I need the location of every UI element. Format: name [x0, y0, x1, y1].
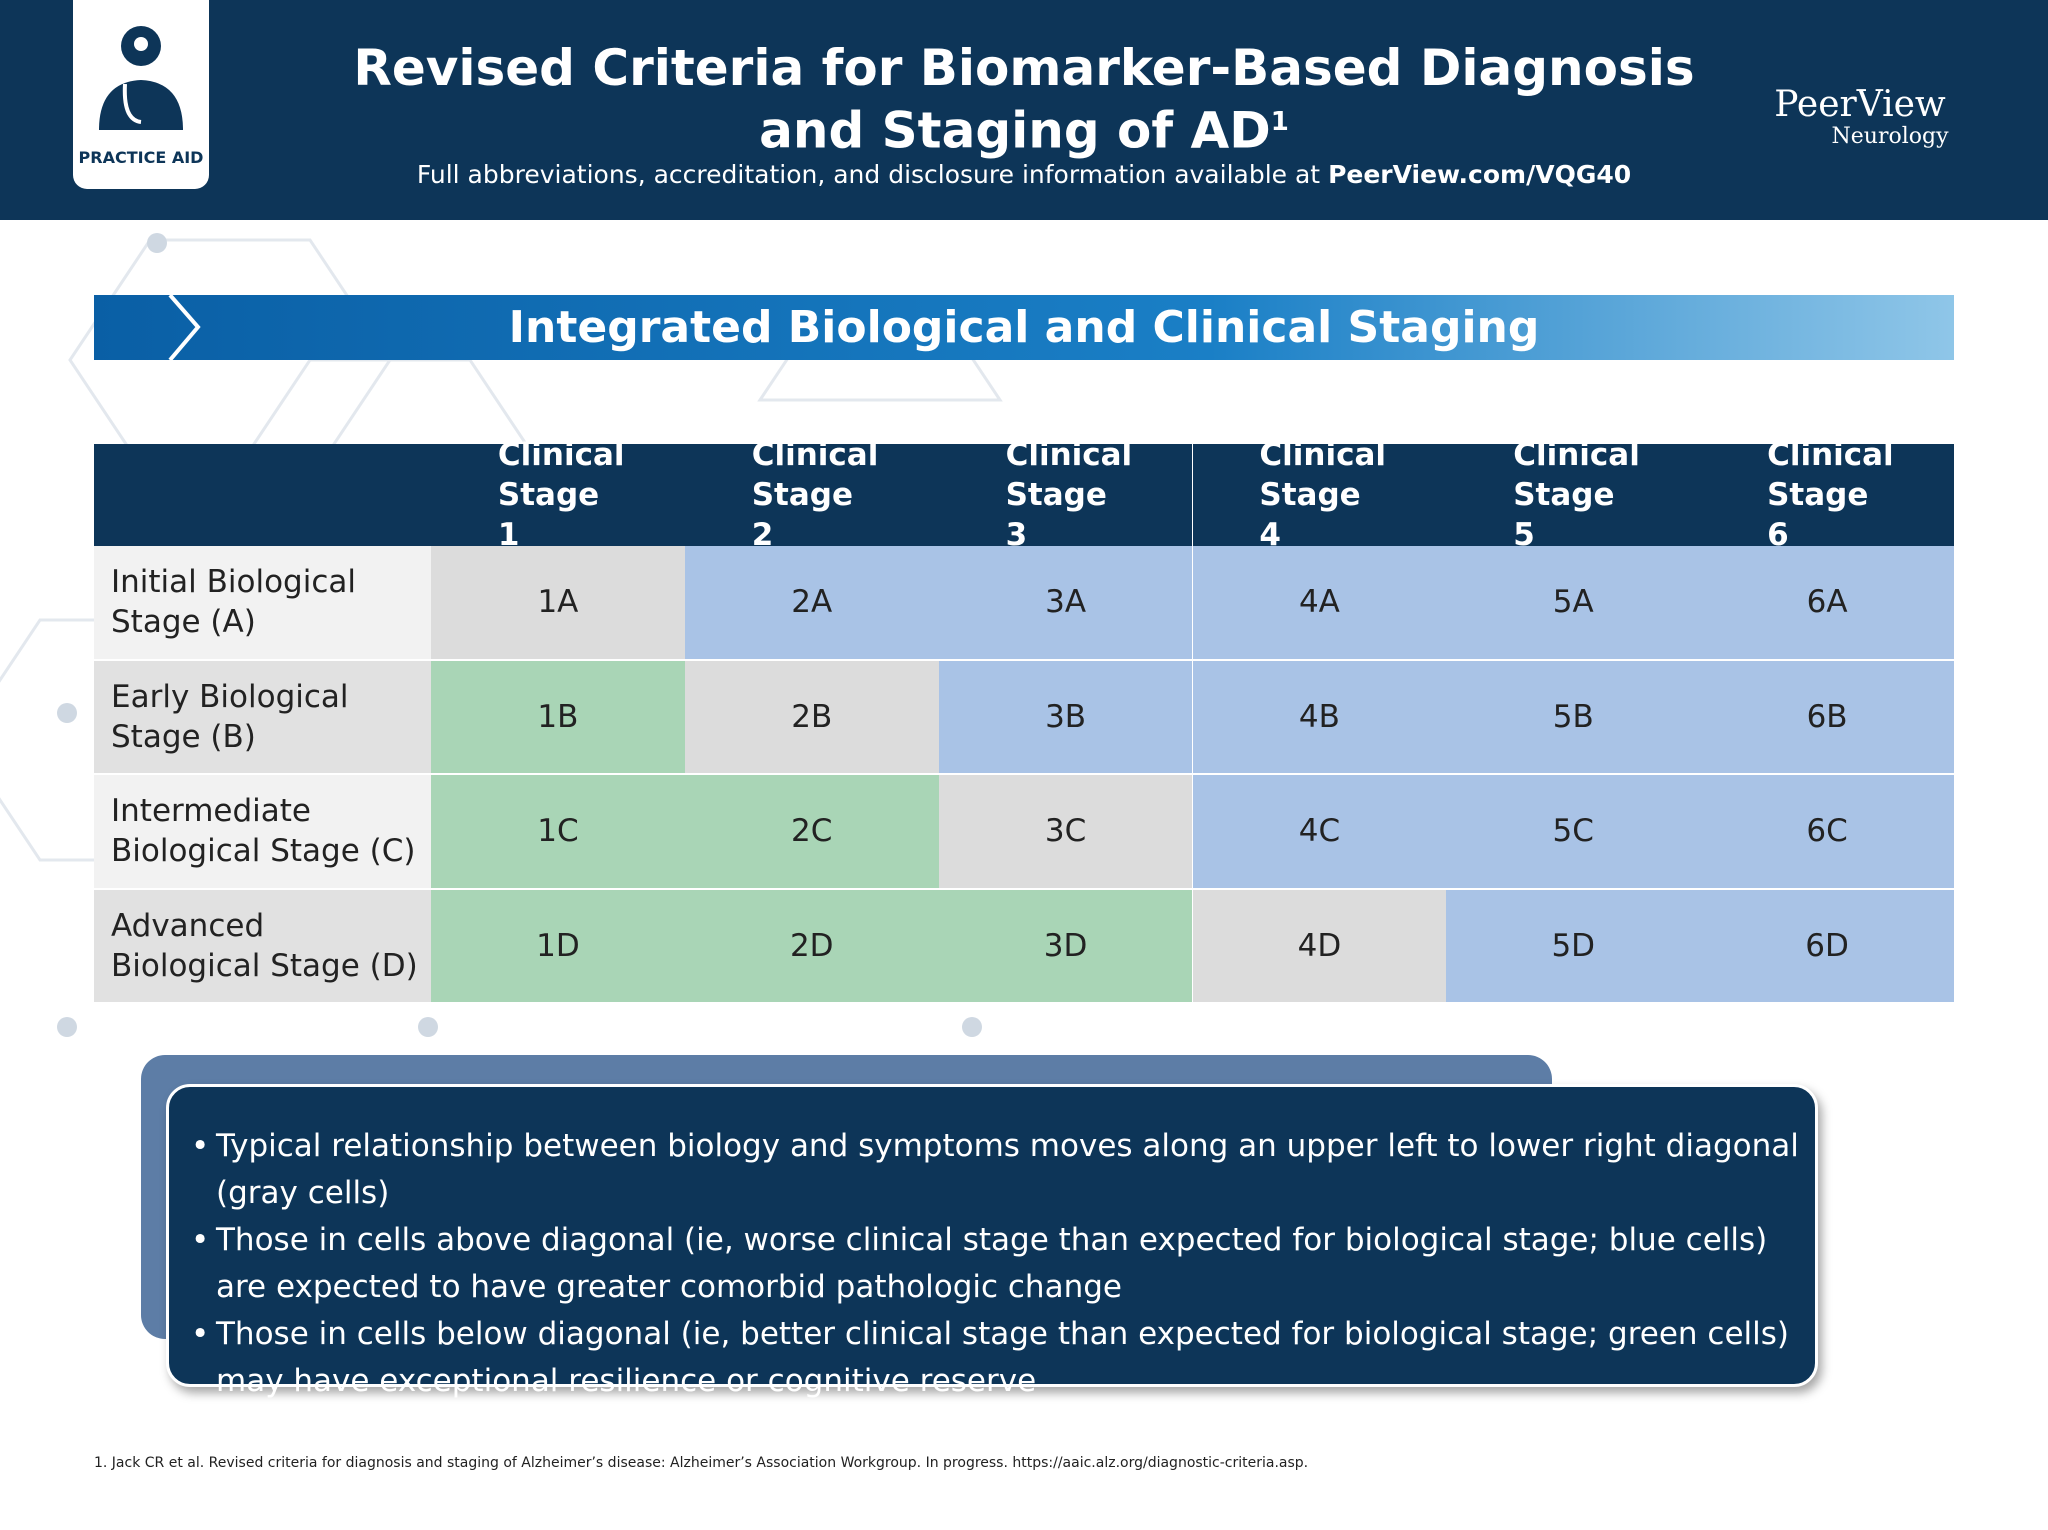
title: and Staging of AD1 — [300, 94, 1748, 159]
stage-cell: 2A — [684, 546, 939, 661]
chevron — [168, 295, 201, 360]
note-item: Those in cells above diagonal (ie, worse… — [191, 1217, 1805, 1311]
brand: PeerView — [1774, 84, 1946, 125]
stage-cell: 1B — [431, 660, 685, 775]
stage-cell: 5A — [1446, 546, 1701, 661]
column-header-text: Clinical Stage 5 — [1513, 437, 1640, 553]
stage-cell: 1D — [431, 889, 685, 1004]
section-title: Integrated Biological and Clinical Stagi… — [508, 302, 1540, 353]
stage-cell: 2C — [684, 775, 939, 890]
row-label: Initial Biological Stage (A) — [94, 546, 431, 661]
stage-cell: 3C — [938, 775, 1193, 890]
header — [0, 0, 2048, 220]
doctor-icon — [99, 26, 183, 130]
row-label: Intermediate Biological Stage (C) — [94, 775, 431, 890]
subtitle-link[interactable]: PeerView.com/VQG40 — [1328, 160, 1632, 189]
stage-cell: 3A — [938, 546, 1193, 661]
stage-cell: 5C — [1446, 775, 1701, 890]
subtitle-text: Full abbreviations, accreditation, and d… — [416, 160, 1321, 189]
header-cell — [94, 444, 431, 546]
row-label: Early Biological Stage (B) — [94, 660, 431, 775]
notes-box: Typical relationship between biology and… — [166, 1084, 1818, 1399]
column-header-text: Clinical Stage 3 — [1005, 437, 1133, 553]
stage-cell: 1C — [431, 775, 685, 890]
stage-cell: 6D — [1700, 889, 1954, 1004]
row-label: Advanced Biological Stage (D) — [94, 889, 431, 1004]
stage-cell: 4C — [1192, 775, 1447, 890]
note-item: Those in cells below diagonal (ie, bette… — [191, 1311, 1805, 1405]
title-text: and Staging of AD — [759, 101, 1271, 160]
stage-cell: 3D — [938, 889, 1193, 1004]
badge-label: PRACTICE AID — [78, 148, 204, 167]
stage-cell: 4B — [1192, 660, 1447, 775]
stage-cell: 2B — [684, 660, 939, 775]
section-banner — [94, 295, 1954, 360]
stage-cell: 3B — [938, 660, 1193, 775]
column-header: Clinical Stage 4 — [1192, 437, 1447, 553]
stage-cell: 4D — [1192, 889, 1447, 1004]
column-header-text: Clinical Stage 1 — [497, 437, 625, 553]
brand-sub: Neurology — [1831, 124, 1949, 149]
subtitle: Full abbreviations, accreditation, and d… — [300, 160, 1748, 189]
stage-cell: 6A — [1700, 546, 1954, 661]
title-ref: 1 — [1270, 107, 1289, 137]
stage-cell: 1A — [431, 546, 685, 661]
column-header-text: Clinical Stage 4 — [1259, 437, 1387, 553]
stage-cell: 4A — [1192, 546, 1447, 661]
column-header: Clinical Stage 3 — [938, 437, 1193, 553]
footnote: 1. Jack CR et al. Revised criteria for d… — [94, 1455, 1309, 1471]
stage-cell: 6C — [1700, 775, 1954, 890]
column-header: Clinical Stage 2 — [684, 437, 939, 553]
column-header-text: Clinical Stage 6 — [1767, 437, 1894, 553]
column-header: Clinical Stage 5 — [1446, 437, 1701, 553]
stage-cell: 5D — [1446, 889, 1701, 1004]
title: Revised Criteria for Biomarker-Based Dia… — [353, 39, 1695, 97]
column-header: Clinical Stage 6 — [1700, 437, 1954, 553]
column-header: Clinical Stage 1 — [431, 437, 685, 553]
note-item: Typical relationship between biology and… — [191, 1123, 1805, 1217]
stage-cell: 6B — [1700, 660, 1954, 775]
stage-cell: 2D — [684, 889, 939, 1004]
badge: PRACTICE AID — [73, 0, 209, 189]
stage-cell: 5B — [1446, 660, 1701, 775]
column-header-text: Clinical Stage 2 — [751, 437, 879, 553]
